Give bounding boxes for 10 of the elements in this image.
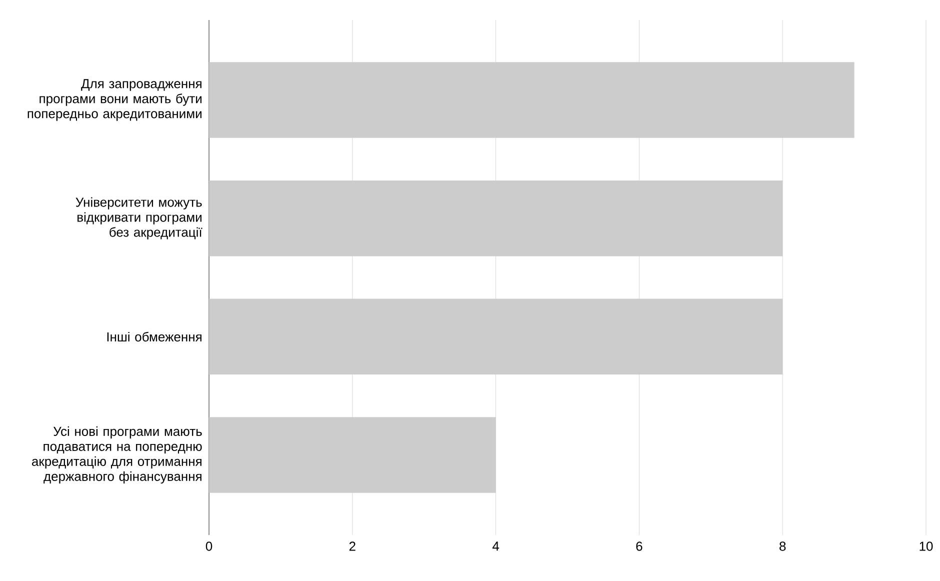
y-tick-label: Усі нові програми мають подаватися на попередню акредитацію для отримання державного фінансування <box>32 426 202 484</box>
x-tick-label: 10 <box>920 542 933 551</box>
x-tick-label: 6 <box>636 542 642 551</box>
x-tick-label: 8 <box>780 542 786 551</box>
x-tick-label: 0 <box>206 542 212 551</box>
y-tick-label: Для запровадження програми вони мають бути попередньо акредитованими <box>28 79 202 121</box>
y-tick-label: Університети можуть відкривати програми без акредитації <box>76 197 202 240</box>
x-tick-label: 4 <box>492 542 500 551</box>
y-tick-label: Інші обмеження <box>107 332 202 342</box>
x-tick-label: 2 <box>349 542 356 551</box>
